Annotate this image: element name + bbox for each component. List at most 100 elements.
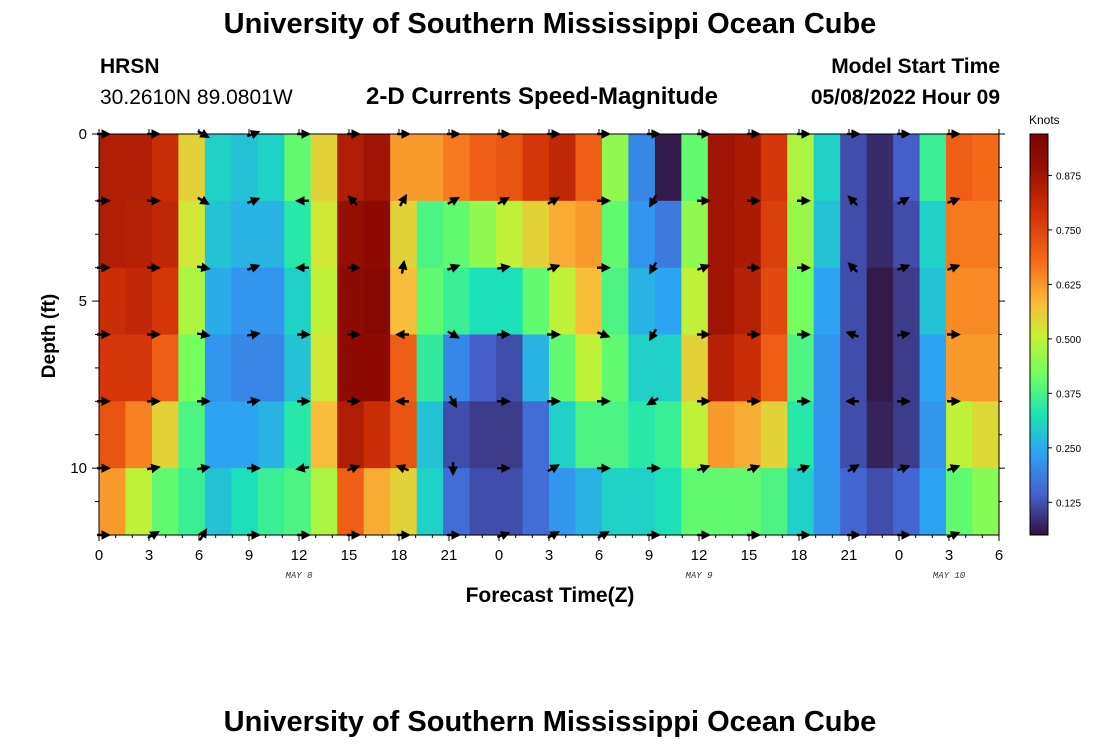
heatmap-cell xyxy=(178,401,206,469)
x-tick-label: 3 xyxy=(145,547,153,564)
heatmap-cell xyxy=(522,468,550,536)
heatmap-cell xyxy=(628,468,656,536)
heatmap-cell xyxy=(363,401,391,469)
colorbar: 0.125 0.250 0.375 0.500 0.625 0.750 0.875 xyxy=(1029,133,1081,536)
current-vector-arrow xyxy=(946,196,961,206)
x-tick-label: 15 xyxy=(341,547,358,564)
heatmap-cell xyxy=(681,468,709,536)
heatmap-cell xyxy=(654,334,682,402)
heatmap-cell xyxy=(681,401,709,469)
current-vector-arrow xyxy=(398,193,408,207)
station-coordinates: 30.2610N 89.0801W xyxy=(100,86,293,109)
current-vector-arrow xyxy=(896,263,911,273)
heatmap-cell xyxy=(125,334,153,402)
station-name: HRSN xyxy=(100,55,160,78)
current-vector-arrow xyxy=(496,263,511,273)
heatmap-cell xyxy=(363,200,391,269)
heatmap-cell xyxy=(416,267,444,336)
current-vector-arrow xyxy=(946,464,961,474)
heatmap-cell xyxy=(549,468,577,536)
colorbar-tick-label: 0.375 xyxy=(1056,389,1081,400)
heatmap-cell xyxy=(151,134,180,202)
heatmap-cell xyxy=(601,401,630,469)
current-vector-arrow xyxy=(346,464,361,474)
heatmap-cell xyxy=(946,334,974,402)
heatmap-cell xyxy=(257,134,285,202)
heatmap-cell xyxy=(125,468,153,536)
heatmap-cell xyxy=(310,468,338,536)
x-tick-label: 0 xyxy=(95,547,103,564)
heatmap-cell xyxy=(549,267,577,336)
heatmap-cell xyxy=(840,468,868,536)
chart-subtitle: 2-D Currents Speed-Magnitude xyxy=(366,83,719,110)
x-tick-label: 12 xyxy=(291,547,308,564)
current-vector-arrow xyxy=(696,464,711,474)
heatmap-cell xyxy=(972,200,1000,269)
heatmap-cell xyxy=(231,134,259,202)
heatmap-cell xyxy=(469,401,497,469)
x-tick-label: 12 xyxy=(691,547,708,564)
current-vector-arrow xyxy=(946,263,961,273)
heatmap-cell xyxy=(707,401,735,469)
heatmap-cell xyxy=(654,200,682,269)
colorbar-gradient xyxy=(1029,133,1049,536)
heatmap-cell xyxy=(734,267,762,336)
current-vector-arrow xyxy=(648,328,658,342)
heatmap-cell xyxy=(257,200,285,269)
x-tick-label: 0 xyxy=(895,547,903,564)
current-vector-arrow xyxy=(246,196,261,206)
heatmap-cell xyxy=(601,134,630,202)
heatmap-cell xyxy=(760,134,788,202)
heatmap-cells xyxy=(99,134,1000,536)
heatmap-cell xyxy=(734,468,762,536)
x-tick-label: 15 xyxy=(741,547,758,564)
heatmap-cell xyxy=(946,468,974,536)
heatmap-cell xyxy=(416,134,444,202)
heatmap-cell xyxy=(99,267,127,336)
heatmap-cell xyxy=(204,334,232,402)
heatmap-cell xyxy=(125,401,153,469)
x-tick-label: 3 xyxy=(945,547,953,564)
current-vector-arrow xyxy=(896,330,911,340)
heatmap-cell xyxy=(601,468,630,536)
heatmap-cell xyxy=(681,267,709,336)
heatmap-cell xyxy=(337,401,365,469)
heatmap-cell xyxy=(628,401,656,469)
heatmap-cell xyxy=(99,468,127,536)
heatmap-cell xyxy=(390,200,418,269)
heatmap-cell xyxy=(946,401,974,469)
heatmap-cell xyxy=(363,468,391,536)
heatmap-cell xyxy=(734,334,762,402)
colorbar-tick-label: 0.750 xyxy=(1056,226,1081,237)
heatmap-cell xyxy=(310,267,338,336)
current-vector-arrow xyxy=(546,263,561,273)
heatmap-cell xyxy=(549,401,577,469)
heatmap-cell xyxy=(231,334,259,402)
heatmap-cell xyxy=(893,401,921,469)
heatmap-cell xyxy=(813,401,841,469)
heatmap-cell xyxy=(601,334,630,402)
heatmap-cell xyxy=(919,200,947,269)
heatmap-cell xyxy=(734,401,762,469)
x-axis-label: Forecast Time(Z) xyxy=(465,584,635,607)
x-tick-label: 0 xyxy=(495,547,503,564)
current-vector-arrow xyxy=(646,396,659,406)
heatmap-cell xyxy=(99,401,127,469)
x-tick-label: 21 xyxy=(441,547,458,564)
heatmap-cell xyxy=(443,200,471,269)
heatmap-cell xyxy=(204,468,232,536)
model-start-value: 05/08/2022 Hour 09 xyxy=(810,86,1000,109)
heatmap-cell xyxy=(151,401,180,469)
heatmap-cell xyxy=(363,334,391,402)
heatmap-cell xyxy=(390,401,418,469)
heatmap-cell xyxy=(866,267,894,336)
heatmap-cell xyxy=(522,334,550,402)
x-tick-label: 21 xyxy=(841,547,858,564)
heatmap-cell xyxy=(416,401,444,469)
heatmap-cell xyxy=(813,200,841,269)
heatmap-cell xyxy=(496,468,524,536)
x-tick-label: 18 xyxy=(791,547,808,564)
current-vector-arrow xyxy=(845,330,860,340)
current-vector-arrow xyxy=(196,463,211,474)
heatmap-cell xyxy=(469,134,497,202)
